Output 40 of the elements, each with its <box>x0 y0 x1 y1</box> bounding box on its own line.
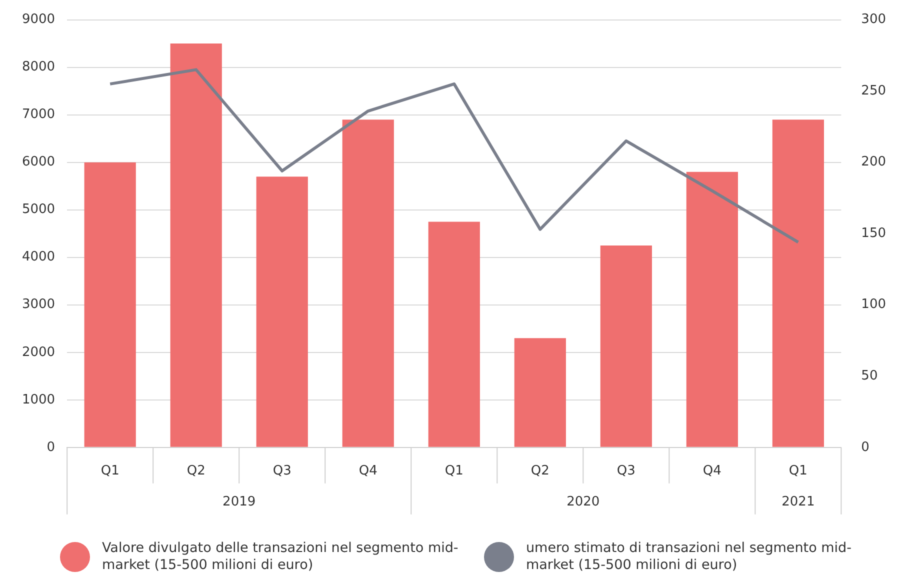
text: 2019 <box>222 494 256 510</box>
y-tick-label: 1000 <box>22 392 56 408</box>
bar <box>686 172 738 447</box>
y-tick-label: 4000 <box>22 250 56 265</box>
x-tick-label: Q2 <box>186 464 206 479</box>
y2-tick-label: 150 <box>861 226 886 241</box>
legend-label: Valore divulgato delle transazioni nel segmento mid-market (15-500 milioni di euro) <box>102 540 460 574</box>
y-tick-label: 8000 <box>22 60 56 75</box>
x-tick-label: Q4 <box>358 464 378 479</box>
y2-tick-label: 100 <box>861 297 886 312</box>
x-tick-label: Q2 <box>530 464 550 479</box>
bar <box>428 222 480 447</box>
y-tick-label: 5000 <box>22 202 56 218</box>
x-tick-label: Q1 <box>788 464 808 479</box>
y-tick-label: 0 <box>46 440 56 455</box>
bar <box>256 176 308 447</box>
bar <box>170 44 222 447</box>
y-tick-label: 3000 <box>22 297 56 312</box>
x-tick-label: Q3 <box>272 464 292 479</box>
y-tick-label: 9000 <box>22 12 56 28</box>
x-tick-label: Q1 <box>100 464 120 479</box>
bar <box>514 338 566 447</box>
y-tick-label: 6000 <box>22 154 56 170</box>
text: 2021 <box>782 494 815 510</box>
y2-tick-label: 250 <box>861 83 886 98</box>
bar <box>84 162 136 447</box>
y2-tick-label: 50 <box>861 368 878 384</box>
y2-tick-label: 200 <box>861 154 886 170</box>
y-tick-label: 2000 <box>22 344 56 360</box>
x-tick-label: Q1 <box>444 464 464 479</box>
bar <box>772 120 824 447</box>
bar <box>342 120 394 447</box>
x-tick-label: Q3 <box>616 464 636 479</box>
bar <box>600 245 652 447</box>
y-tick-label: 7000 <box>22 107 56 122</box>
x-tick-label: Q4 <box>702 464 722 479</box>
y2-tick-label: 300 <box>861 12 886 28</box>
legend-label: umero stimato di transazioni nel segmento mid-market (15-500 milioni di euro) <box>526 540 852 574</box>
y2-tick-label: 0 <box>861 440 870 455</box>
text: 2020 <box>566 494 600 510</box>
